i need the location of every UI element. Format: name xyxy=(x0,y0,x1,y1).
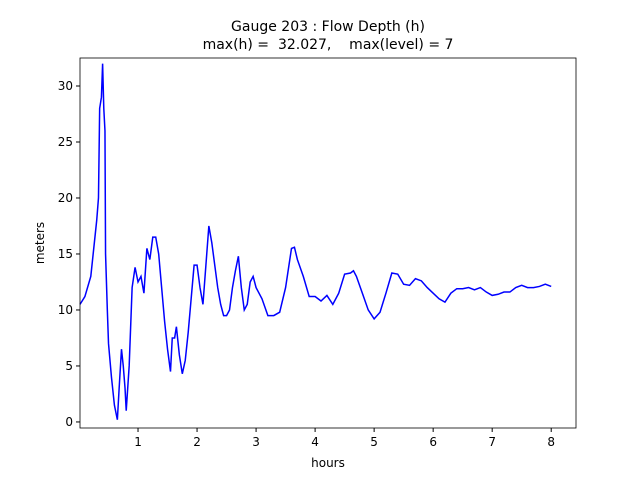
x-tick-label: 6 xyxy=(429,435,437,449)
x-tick-label: 1 xyxy=(134,435,142,449)
chart-title: Gauge 203 : Flow Depth (h) xyxy=(231,19,425,35)
x-tick-label: 3 xyxy=(252,435,260,449)
data-line xyxy=(79,63,552,420)
y-axis-label: meters xyxy=(33,222,47,264)
y-tick-label: 30 xyxy=(58,79,73,93)
chart-subtitle: max(h) = 32.027, max(level) = 7 xyxy=(203,37,454,53)
x-tick-label: 5 xyxy=(370,435,378,449)
y-tick-label: 5 xyxy=(65,359,73,373)
x-tick-label: 7 xyxy=(488,435,496,449)
y-tick-label: 0 xyxy=(65,415,73,429)
x-tick-label: 2 xyxy=(193,435,201,449)
x-axis-label: hours xyxy=(311,456,345,470)
x-tick-label: 4 xyxy=(311,435,319,449)
y-tick-label: 15 xyxy=(58,247,73,261)
plot-frame xyxy=(79,57,577,429)
y-tick-label: 20 xyxy=(58,191,73,205)
y-tick-label: 25 xyxy=(58,135,73,149)
x-tick-label: 8 xyxy=(547,435,555,449)
y-tick-label: 10 xyxy=(58,303,73,317)
